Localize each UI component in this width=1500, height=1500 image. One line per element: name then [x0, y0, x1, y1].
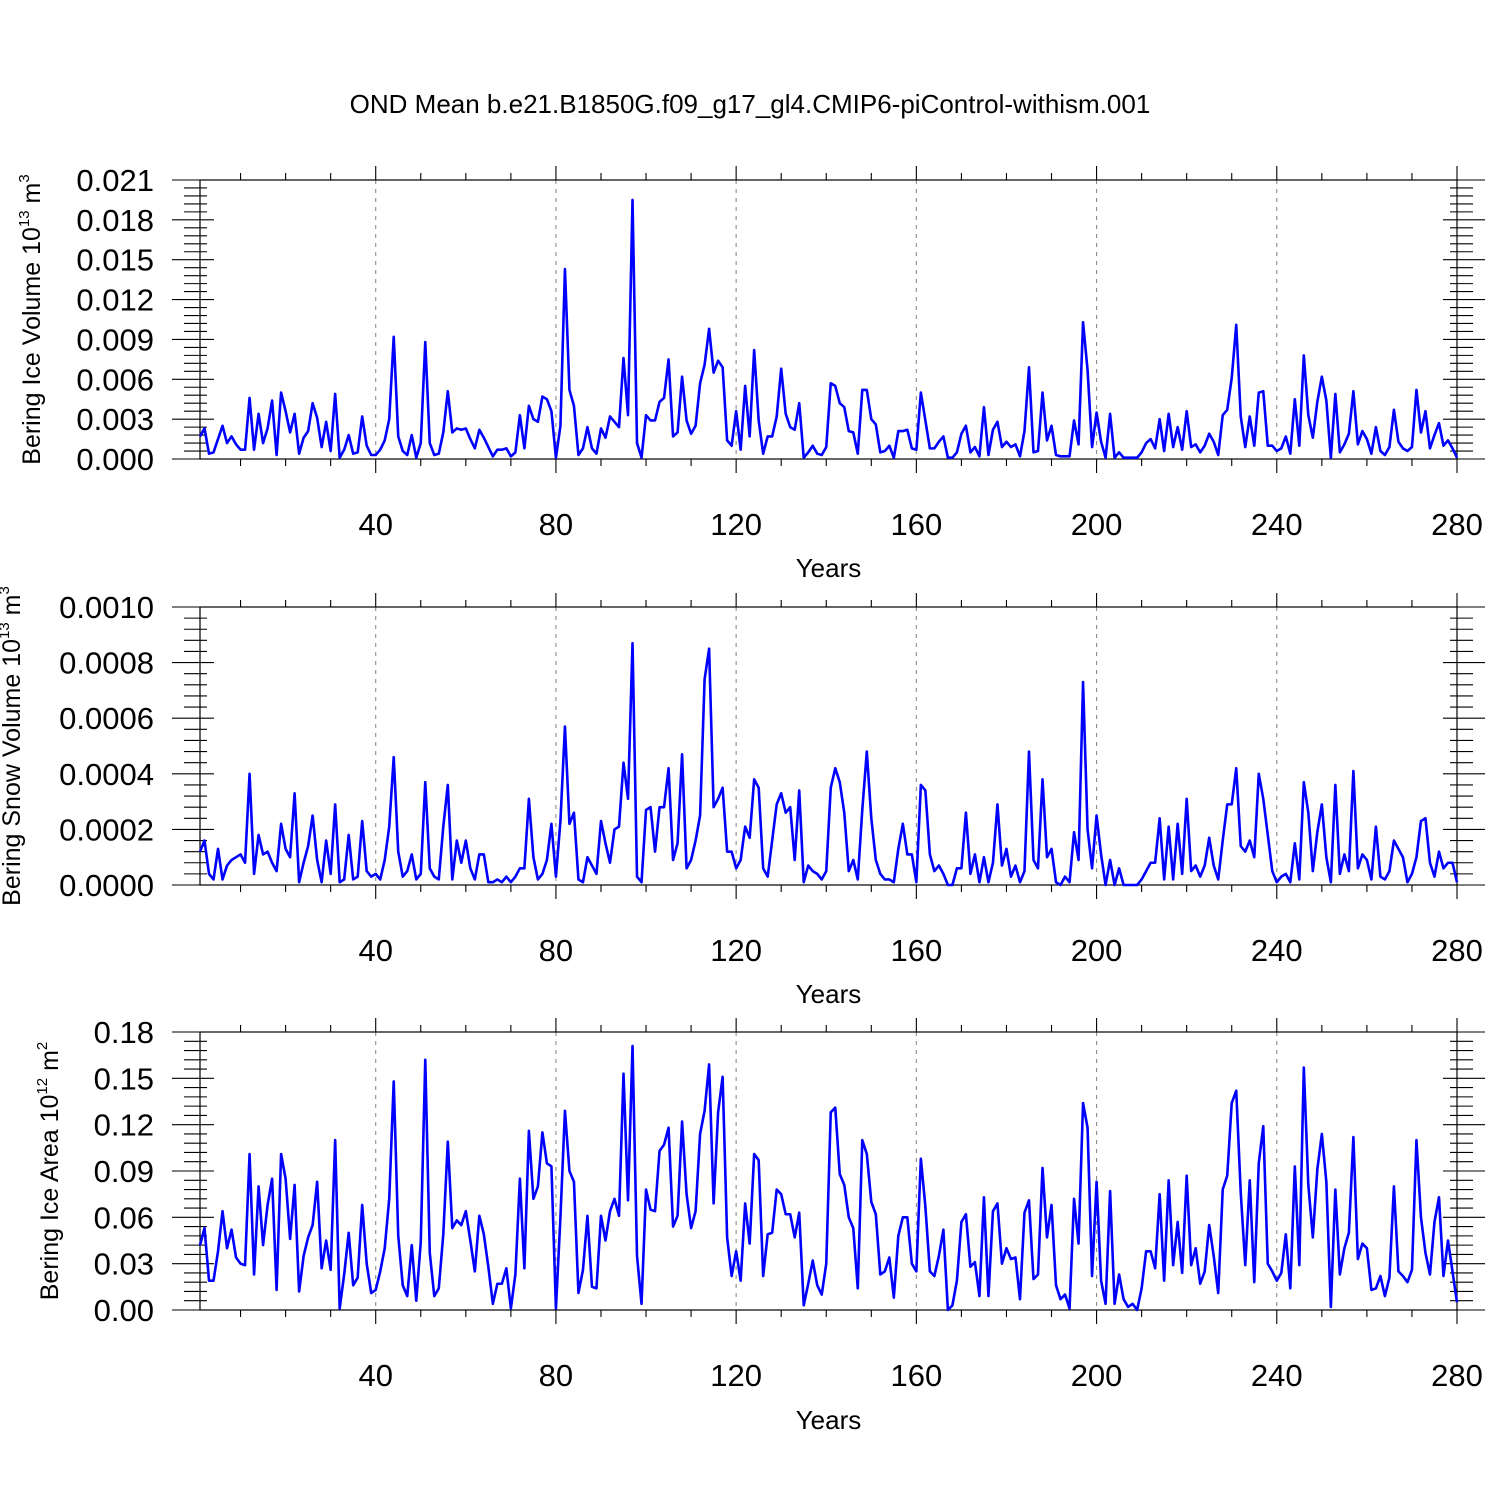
- chart-title: OND Mean b.e21.B1850G.f09_g17_gl4.CMIP6-…: [350, 89, 1151, 119]
- y-tick-label: 0.0002: [59, 812, 154, 847]
- panel-3: 0.00 0.03 0.06 0.09 0.12 0.15 0.18 40 80 120 160 20…: [34, 1015, 1485, 1435]
- panel-2: 0.0000 0.0002 0.0004 0.0006 0.0008 0.0010 40 80…: [0, 586, 1485, 1009]
- x-tick-label: 40: [358, 1358, 392, 1393]
- x-tick-label: 120: [710, 1358, 762, 1393]
- series-line-1: [198, 641, 1459, 887]
- y-tick-label: 0.018: [76, 203, 154, 238]
- y-tick-label: 0.012: [76, 283, 154, 318]
- x-tick-label: 120: [710, 507, 762, 542]
- x-tick-label: 240: [1251, 1358, 1303, 1393]
- y-tick-label: 0.015: [76, 243, 154, 278]
- y-tick-label: 0.003: [76, 402, 154, 437]
- y-axis-title: Bering Ice Area 1012 m2: [34, 1042, 64, 1301]
- y-tick-label: 0.0004: [59, 757, 154, 792]
- x-tick-label: 120: [710, 933, 762, 968]
- x-axis-title: Years: [796, 553, 862, 583]
- y-tick-label: 0.18: [94, 1015, 154, 1050]
- x-tick-label: 160: [890, 1358, 942, 1393]
- y-tick-label: 0.006: [76, 362, 154, 397]
- x-tick-label: 280: [1431, 933, 1483, 968]
- y-tick-label: 0.0006: [59, 701, 154, 736]
- y-tick-label: 0.021: [76, 163, 154, 198]
- y-tick-label: 0.0010: [59, 590, 154, 625]
- x-tick-label: 200: [1071, 1358, 1123, 1393]
- x-tick-label: 200: [1071, 933, 1123, 968]
- x-tick-label: 160: [890, 933, 942, 968]
- x-tick-label: 80: [539, 933, 573, 968]
- series-line-1: [198, 198, 1459, 459]
- x-axis-title: Years: [796, 979, 862, 1009]
- y-axis-title: Bering Snow Volume 1013 m3: [0, 586, 26, 906]
- x-tick-label: 40: [358, 507, 392, 542]
- y-tick-label: 0.15: [94, 1061, 154, 1096]
- plot-frame: [199, 606, 1458, 886]
- x-tick-label: 80: [539, 507, 573, 542]
- y-tick-label: 0.06: [94, 1200, 154, 1235]
- x-tick-label: 200: [1071, 507, 1123, 542]
- y-tick-label: 0.03: [94, 1247, 154, 1282]
- panel-1: 0.000 0.003 0.006 0.009 0.012 0.015 0.018 0.021…: [16, 163, 1485, 583]
- x-tick-label: 240: [1251, 507, 1303, 542]
- x-tick-label: 280: [1431, 1358, 1483, 1393]
- x-tick-label: 240: [1251, 933, 1303, 968]
- x-tick-label: 280: [1431, 507, 1483, 542]
- y-tick-label: 0.000: [76, 442, 154, 477]
- y-tick-label: 0.0008: [59, 646, 154, 681]
- y-tick-label: 0.00: [94, 1293, 154, 1328]
- y-tick-label: 0.009: [76, 322, 154, 357]
- x-tick-label: 40: [358, 933, 392, 968]
- x-axis-title: Years: [796, 1405, 862, 1435]
- y-axis-title: Bering Ice Volume 1013 m3: [16, 174, 46, 464]
- y-tick-label: 0.09: [94, 1154, 154, 1189]
- plot-frame: [199, 179, 1458, 460]
- x-tick-label: 160: [890, 507, 942, 542]
- series-line-1: [198, 1044, 1459, 1312]
- x-tick-label: 80: [539, 1358, 573, 1393]
- y-tick-label: 0.12: [94, 1108, 154, 1143]
- y-tick-label: 0.0000: [59, 868, 154, 903]
